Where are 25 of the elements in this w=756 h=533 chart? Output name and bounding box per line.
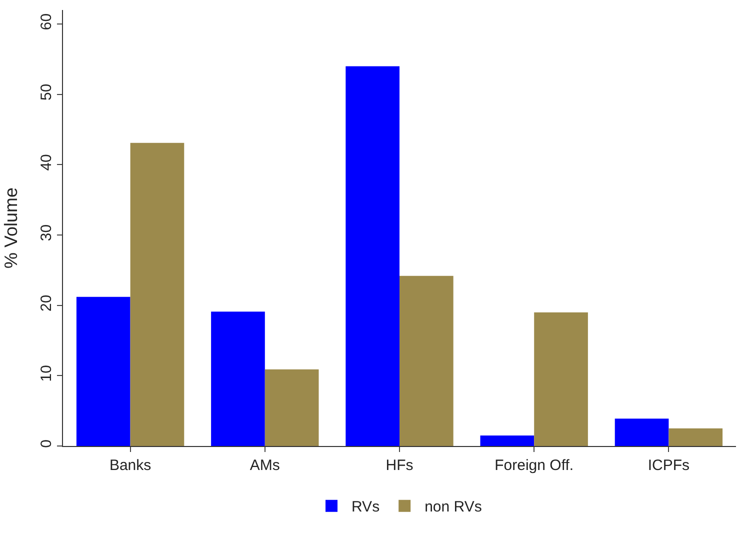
y-tick-label: 60 — [38, 13, 55, 30]
bar — [211, 312, 265, 446]
y-tick-label: 20 — [38, 294, 55, 312]
bar — [76, 296, 130, 446]
x-tick-label: Foreign Off. — [494, 457, 574, 474]
x-tick-label: AMs — [250, 457, 280, 474]
bar — [614, 418, 669, 446]
x-tick-label: ICPFs — [648, 457, 690, 474]
y-tick-label: 0 — [38, 440, 55, 448]
bar — [668, 428, 723, 446]
bar — [130, 142, 184, 446]
bar — [480, 435, 534, 446]
y-tick-label: 10 — [38, 365, 55, 382]
legend-label: RVs — [352, 498, 380, 516]
bar — [264, 369, 319, 446]
y-axis-title: % Volume — [1, 187, 22, 269]
y-tick-label: 40 — [38, 154, 55, 171]
bar — [346, 66, 400, 446]
bar — [400, 276, 454, 446]
x-tick-label: Banks — [109, 457, 152, 474]
x-tick-label: HFs — [386, 457, 414, 474]
y-tick-label: 50 — [38, 84, 55, 100]
y-tick-label: 30 — [38, 224, 55, 242]
legend-label: non RVs — [424, 498, 482, 516]
bar — [534, 312, 588, 446]
